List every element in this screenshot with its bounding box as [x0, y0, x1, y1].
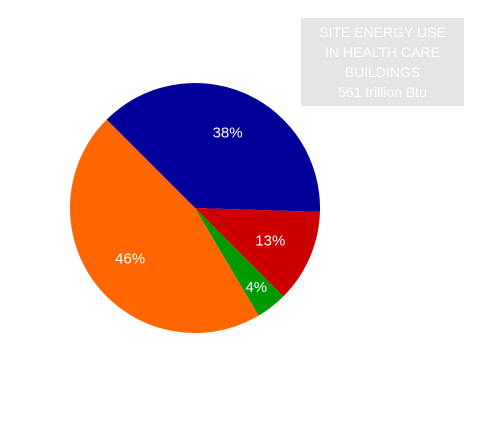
pie-slice-2 — [195, 208, 284, 316]
pie-slice-3 — [69, 119, 259, 333]
title-line-2: IN HEALTH CARE — [325, 44, 440, 60]
pie-slice-0 — [106, 82, 321, 212]
title-line-1: SITE ENERGY USE — [319, 24, 446, 40]
chart-title-box: SITE ENERGY USE IN HEALTH CARE BUILDINGS… — [301, 18, 464, 106]
pie-slice-label-0: 38% — [213, 125, 243, 142]
pie-slice-label-1: 13% — [255, 233, 285, 250]
pie-slice-1 — [195, 208, 320, 297]
pie-slice-label-3: 46% — [115, 250, 145, 267]
title-line-4: 561 trillion Btu — [338, 84, 427, 100]
title-line-3: BUILDINGS — [344, 64, 421, 80]
pie-slice-label-2: 4% — [245, 279, 267, 296]
